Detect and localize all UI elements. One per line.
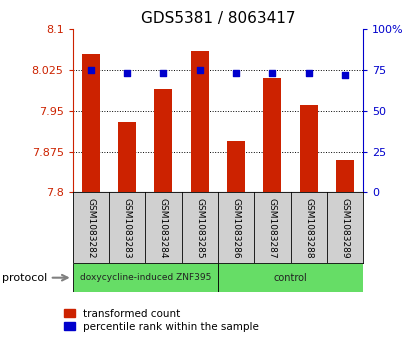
- Bar: [227, 141, 245, 192]
- Text: doxycycline-induced ZNF395: doxycycline-induced ZNF395: [80, 273, 211, 282]
- Bar: [263, 78, 281, 192]
- Text: GSM1083287: GSM1083287: [268, 198, 277, 259]
- Point: [233, 70, 239, 76]
- Point: [160, 70, 167, 76]
- Point: [342, 72, 348, 78]
- Bar: [336, 160, 354, 192]
- Text: GSM1083283: GSM1083283: [122, 198, 132, 259]
- Bar: [82, 54, 100, 192]
- Text: GSM1083284: GSM1083284: [159, 198, 168, 258]
- Point: [305, 70, 312, 76]
- Title: GDS5381 / 8063417: GDS5381 / 8063417: [141, 12, 295, 26]
- Text: GSM1083282: GSM1083282: [86, 198, 95, 258]
- Bar: [73, 263, 218, 292]
- Point: [269, 70, 276, 76]
- Bar: [300, 105, 318, 192]
- Bar: [118, 122, 136, 192]
- Legend: transformed count, percentile rank within the sample: transformed count, percentile rank withi…: [64, 309, 259, 332]
- Bar: [218, 263, 363, 292]
- Point: [124, 70, 130, 76]
- Text: GSM1083289: GSM1083289: [340, 198, 349, 259]
- Text: GSM1083288: GSM1083288: [304, 198, 313, 259]
- Point: [88, 67, 94, 73]
- Text: GSM1083285: GSM1083285: [195, 198, 204, 259]
- Point: [196, 67, 203, 73]
- Text: protocol: protocol: [2, 273, 47, 283]
- Text: GSM1083286: GSM1083286: [232, 198, 241, 259]
- Bar: [154, 89, 173, 192]
- Bar: [190, 51, 209, 192]
- Text: control: control: [273, 273, 308, 283]
